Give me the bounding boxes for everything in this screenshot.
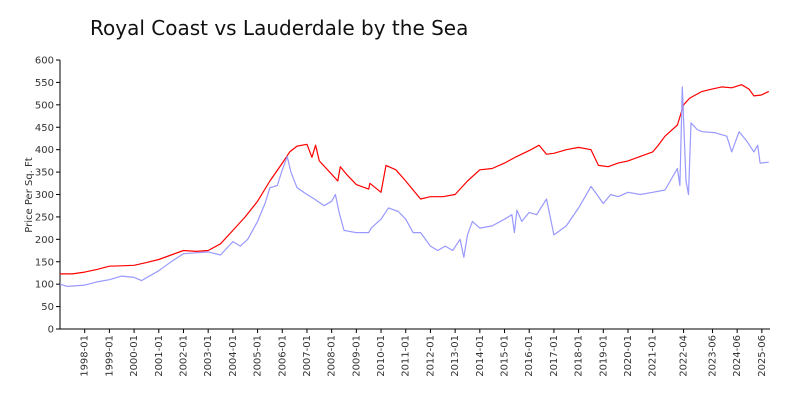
y-tick-label: 500 — [35, 100, 54, 111]
x-tick-label: 2007-01 — [302, 335, 313, 377]
x-tick-label: 2006-01 — [277, 335, 288, 377]
series-line-royal-coast — [60, 84, 770, 275]
series-line-lauderdale-by-the-sea — [59, 86, 769, 287]
y-tick-label: 0 — [48, 325, 54, 336]
x-tick-label: 2014-01 — [475, 335, 486, 377]
y-tick-label: 100 — [35, 280, 54, 291]
y-tick-label: 50 — [41, 302, 54, 313]
y-axis-title: Price Per Sq. Ft — [24, 157, 35, 232]
x-tick-label: 2024-06 — [732, 335, 743, 377]
x-tick-label: 2017-01 — [549, 335, 560, 377]
x-tick-label: 2019-01 — [598, 335, 609, 377]
x-tick-label: 2010-01 — [376, 335, 387, 377]
x-tick-label: 2009-01 — [351, 335, 362, 377]
y-tick-label: 150 — [35, 257, 54, 268]
x-tick-label: 2005-01 — [253, 335, 264, 377]
x-tick-label: 2023-06 — [707, 335, 718, 377]
y-tick-label: 600 — [35, 56, 54, 67]
x-tick-label: 2001-01 — [154, 335, 165, 377]
x-tick-label: 2022-04 — [679, 335, 690, 377]
x-tick-label: 2012-01 — [425, 335, 436, 377]
y-tick-label: 300 — [35, 190, 54, 201]
y-tick-label: 400 — [35, 145, 54, 156]
x-tick-label: 2018-01 — [574, 335, 585, 377]
x-tick-label: 2003-01 — [203, 335, 214, 377]
x-tick-label: 2025-06 — [757, 335, 768, 377]
y-tick-label: 450 — [35, 123, 54, 134]
series-layer — [59, 84, 770, 287]
y-tick-label: 350 — [35, 168, 54, 179]
x-tick-label: 2020-01 — [623, 335, 634, 377]
x-tick-label: 2000-01 — [129, 335, 140, 377]
x-tick-label: 2013-01 — [450, 335, 461, 377]
x-tick-label: 2015-01 — [500, 335, 511, 377]
x-tick-label: 1999-01 — [104, 335, 115, 377]
chart-title: Royal Coast vs Lauderdale by the Sea — [90, 16, 469, 40]
y-tick-label: 200 — [35, 235, 54, 246]
x-tick-label: 2021-01 — [648, 335, 659, 377]
x-axis: 1998-01 1999-01 2000-01 2001-01 2002-01 2003-… — [60, 328, 770, 377]
y-tick-label: 550 — [35, 78, 54, 89]
x-tick-label: 2002-01 — [178, 335, 189, 377]
x-tick-label: 2004-01 — [228, 335, 239, 377]
x-tick-label: 2008-01 — [327, 335, 338, 377]
y-tick-label: 250 — [35, 212, 54, 223]
x-tick-label: 2016-01 — [524, 335, 535, 377]
x-tick-label: 2011-01 — [401, 335, 412, 377]
y-axis: 0 50 100 150 200 250 300 350 400 450 500 550 600 — [35, 56, 61, 336]
x-tick-label: 1998-01 — [80, 335, 91, 377]
